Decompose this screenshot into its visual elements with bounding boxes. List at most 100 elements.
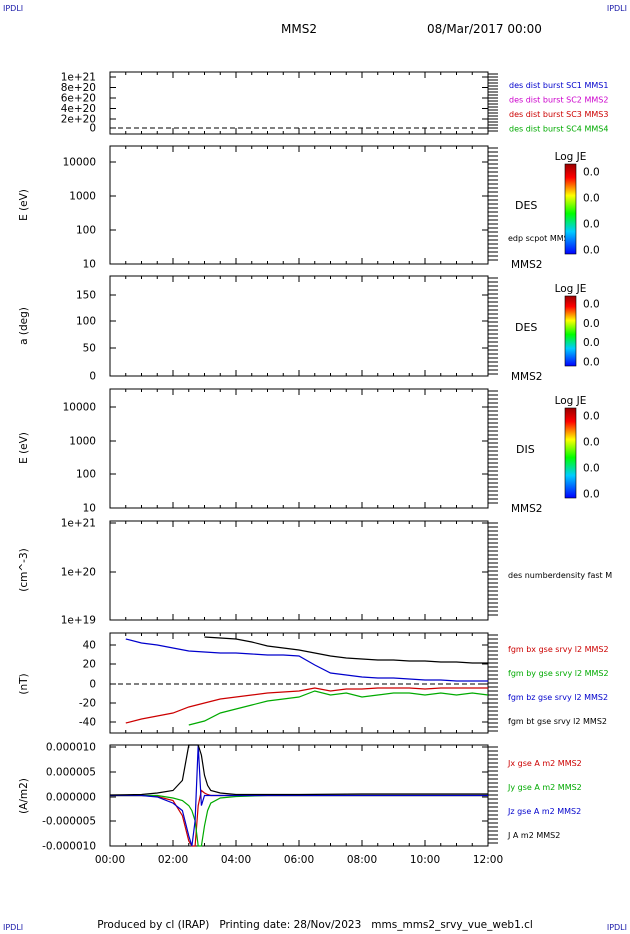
corner-label-bottom-right: IPDLI: [606, 923, 627, 932]
y-tick-label: -40: [79, 717, 96, 729]
y-tick-label: 50: [83, 343, 96, 355]
colorbar-tick-label: 0.0: [583, 337, 600, 349]
colorbar-tick-label: 0.0: [583, 463, 600, 475]
series-line: [204, 636, 488, 664]
y-tick-label: 100: [76, 316, 96, 328]
y-tick-label: 2e+20: [61, 114, 96, 126]
legend-label: des dist burst SC3 MMS3: [509, 110, 608, 119]
colorbar-tick-label: 0.0: [583, 318, 600, 330]
colorbar-tick-label: 0.0: [583, 489, 600, 501]
y-tick-label: -0.000010: [42, 841, 96, 853]
panel-frame-p1: [109, 71, 489, 135]
density-label: des numberdensity fast M: [508, 571, 612, 580]
footer-printing-date: Printing date: 28/Nov/2023: [219, 919, 362, 931]
legend-label: fgm by gse srvy l2 MMS2: [508, 669, 609, 678]
y-tick-label: 40: [83, 640, 96, 652]
panel-frame-p5: [109, 520, 489, 621]
corner-label-top-left: IPDLI: [3, 4, 24, 13]
y-tick-label: 1e+20: [61, 567, 96, 579]
y-tick-label: 0.000005: [46, 767, 96, 779]
panel-frame-p3: [109, 275, 489, 377]
y-tick-label: 6e+20: [61, 93, 96, 105]
instrument-tag: DES: [515, 199, 537, 212]
colorbar-tick-label: 0.0: [583, 219, 600, 231]
footer-filename: mms_mms2_srvy_vue_web1.cl: [371, 919, 533, 931]
y-tick-label: 150: [76, 290, 96, 302]
y-tick-label: 10000: [63, 402, 96, 414]
y-tick-label: 0.000010: [46, 742, 96, 754]
date-title: 08/Mar/2017 00:00: [427, 22, 542, 36]
colorbar-tick-label: 0.0: [583, 437, 600, 449]
colorbar-title: Log JE: [555, 395, 587, 407]
instrument-tag: DES: [515, 321, 537, 334]
y-tick-label: 100: [76, 469, 96, 481]
y-tick-label: -0.000005: [42, 816, 96, 828]
corner-label-bottom-left: IPDLI: [3, 923, 24, 932]
colorbar-tick-label: 0.0: [583, 357, 600, 369]
panel-frame-p2: [109, 145, 489, 265]
spacecraft-title: MMS2: [281, 22, 317, 36]
y-tick-label: 0: [89, 371, 96, 383]
corner-label-top-right: IPDLI: [606, 4, 627, 13]
colorbar-title: Log JE: [555, 151, 587, 163]
y-tick-label: 1e+21: [61, 518, 96, 530]
y-tick-label: -20: [79, 698, 96, 710]
time-tick-label: 10:00: [410, 854, 440, 866]
time-tick-label: 02:00: [158, 854, 188, 866]
y-tick-label: 20: [83, 659, 96, 671]
y-axis-label: (cm^-3): [18, 548, 30, 591]
spacecraft-tag: MMS2: [511, 371, 542, 383]
time-tick-label: 04:00: [221, 854, 251, 866]
series-line: [125, 687, 488, 724]
legend-label: des dist burst SC4 MMS4: [509, 125, 608, 134]
y-axis-label: a (deg): [18, 307, 30, 345]
y-tick-label: 1000: [69, 436, 96, 448]
y-tick-label: 0: [89, 679, 96, 691]
instrument-tag: DIS: [516, 443, 535, 456]
legend-label: Jy gse A m2 MMS2: [507, 783, 582, 792]
colorbar-tick-label: 0.0: [583, 299, 600, 311]
y-tick-label: 1000: [69, 191, 96, 203]
footer-line: Produced by cl (IRAP) Printing date: 28/…: [0, 919, 630, 931]
y-axis-label: E (eV): [18, 189, 30, 221]
series-line: [188, 690, 489, 726]
colorbar: [564, 295, 577, 367]
legend-label: fgm bz gse srvy l2 MMS2: [508, 693, 608, 702]
colorbar-tick-label: 0.0: [583, 245, 600, 257]
y-axis-label: (A/m2): [18, 778, 30, 814]
y-tick-label: 0.000000: [46, 792, 96, 804]
spacecraft-tag: MMS2: [511, 259, 542, 271]
legend-label: des dist burst SC1 MMS1: [509, 81, 608, 90]
y-axis-label: E (eV): [18, 432, 30, 464]
footer-produced-by: Produced by cl (IRAP): [97, 919, 210, 931]
y-tick-label: 10000: [63, 157, 96, 169]
y-tick-label: 1e+21: [61, 72, 96, 84]
scpot-label: edp scpot MMS2: [508, 234, 574, 243]
legend-label: fgm bx gse srvy l2 MMS2: [508, 645, 609, 654]
y-tick-label: 8e+20: [61, 82, 96, 94]
legend-label: Jx gse A m2 MMS2: [507, 759, 582, 768]
colorbar-tick-label: 0.0: [583, 167, 600, 179]
y-tick-label: 10: [83, 503, 96, 515]
series-line: [110, 789, 488, 847]
colorbar-tick-label: 0.0: [583, 411, 600, 423]
series-line: [110, 794, 488, 847]
y-tick-label: 1e+19: [61, 615, 96, 627]
series-line: [110, 744, 488, 847]
colorbar-title: Log JE: [555, 283, 587, 295]
legend-label: Jz gse A m2 MMS2: [507, 807, 581, 816]
panel-frame-p6: [109, 632, 489, 734]
y-tick-label: 0: [89, 123, 96, 135]
y-tick-label: 100: [76, 225, 96, 237]
y-axis-label: (nT): [18, 673, 30, 694]
colorbar: [564, 163, 577, 255]
time-tick-label: 12:00: [473, 854, 503, 866]
time-tick-label: 06:00: [284, 854, 314, 866]
legend-label: des dist burst SC2 MMS2: [509, 96, 608, 105]
colorbar: [564, 407, 577, 499]
y-tick-label: 10: [83, 259, 96, 271]
legend-label: fgm bt gse srvy l2 MMS2: [508, 717, 607, 726]
series-line: [125, 638, 488, 682]
spacecraft-tag: MMS2: [511, 503, 542, 515]
